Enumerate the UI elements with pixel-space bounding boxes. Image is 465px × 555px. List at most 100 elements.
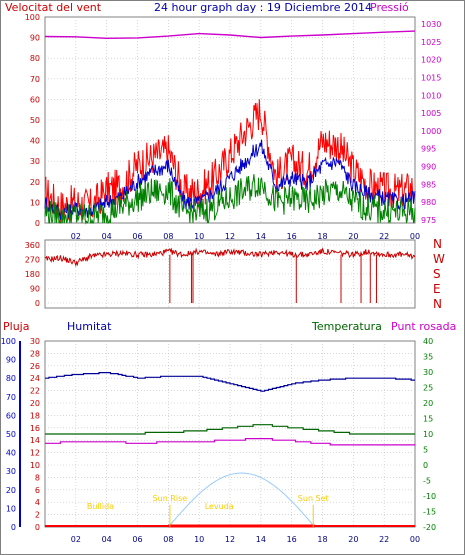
humidity-tick-label: 40 (6, 449, 16, 458)
pressure-label: Pressió (370, 1, 409, 14)
x-tick-label: 12 (225, 535, 235, 544)
wind-tick-label: 0 (35, 219, 40, 228)
humidity-tick-label: 90 (6, 356, 16, 365)
humidity-label: Humitat (67, 320, 112, 333)
rain-tick-label: 24 (30, 374, 40, 383)
dewpoint-line (45, 438, 416, 446)
wind-tick-label: 50 (30, 116, 40, 125)
x-tick-label: 06 (132, 232, 142, 241)
temperature-tick-label: -10 (423, 492, 436, 501)
wind-tick-label: 10 (30, 198, 40, 207)
humidity-tick-label: 70 (6, 393, 16, 402)
wind-low-line (44, 174, 416, 225)
temperature-label: Temperatura (311, 320, 382, 333)
wind-tick-label: 70 (30, 75, 40, 84)
pressure-tick-label: 985 (421, 180, 436, 189)
direction-tick-label: 270 (25, 256, 40, 265)
sunset-marker: Sun Set (298, 494, 329, 503)
humidity-tick-label: 50 (6, 430, 16, 439)
x-tick-label: 00 (410, 232, 420, 241)
rain-tick-label: 30 (30, 337, 40, 346)
sun-elevation-curve (167, 472, 316, 528)
wind-average-line (44, 139, 416, 221)
x-tick-label: 18 (317, 535, 327, 544)
compass-letter: N (433, 237, 442, 251)
rain-tick-label: 14 (30, 436, 40, 445)
humidity-line (45, 372, 415, 392)
rain-tick-label: 26 (30, 362, 40, 371)
temperature-tick-label: 15 (423, 415, 433, 424)
sunrise-marker: Sun Rise (153, 494, 188, 503)
x-tick-label: 08 (163, 535, 173, 544)
direction-tick-label: 180 (25, 270, 40, 279)
x-tick-label: 12 (225, 232, 235, 241)
x-tick-label: 16 (287, 535, 297, 544)
direction-tick-label: 0 (35, 299, 40, 308)
x-tick-label: 22 (379, 232, 389, 241)
rain-tick-label: 20 (30, 399, 40, 408)
temperature-tick-label: 30 (423, 368, 433, 377)
pressure-tick-label: 1010 (421, 91, 441, 100)
rain-tick-label: 10 (30, 461, 40, 470)
rain-tick-label: 28 (30, 349, 40, 358)
wind-speed-label: Velocitat del vent (5, 1, 102, 14)
x-tick-label: 20 (348, 535, 358, 544)
rain-tick-label: 8 (35, 473, 40, 482)
x-tick-label: 10 (194, 535, 204, 544)
wind-tick-label: 100 (25, 13, 40, 22)
pressure-tick-label: 995 (421, 145, 436, 154)
wind-tick-label: 20 (30, 178, 40, 187)
x-tick-label: 02 (71, 232, 81, 241)
rain-label: Pluja (3, 320, 29, 333)
x-tick-label: 08 (163, 232, 173, 241)
temperature-tick-label: 10 (423, 430, 433, 439)
moonrise-marker: Bullida (87, 502, 114, 511)
wind-tick-label: 90 (30, 34, 40, 43)
pressure-tick-label: 1015 (421, 73, 441, 82)
pressure-tick-label: 1020 (421, 56, 441, 65)
rain-tick-label: 22 (30, 387, 40, 396)
direction-tick-label: 90 (30, 285, 40, 294)
rain-tick-label: 16 (30, 424, 40, 433)
humidity-tick-label: 30 (6, 467, 16, 476)
x-tick-label: 04 (102, 535, 112, 544)
pressure-line (44, 30, 416, 40)
humidity-tick-label: 100 (1, 337, 16, 346)
humidity-tick-label: 10 (6, 504, 16, 513)
chart-title: 24 hour graph day : 19 Diciembre 2014 (154, 1, 372, 14)
humidity-tick-label: 20 (6, 486, 16, 495)
compass-letter: S (433, 267, 441, 281)
temperature-tick-label: 20 (423, 399, 433, 408)
wind-tick-label: 40 (30, 137, 40, 146)
compass-letter: W (433, 252, 445, 266)
x-tick-label: 06 (132, 535, 142, 544)
x-tick-label: 04 (102, 232, 112, 241)
temperature-line (45, 424, 415, 435)
compass-letter: E (433, 282, 441, 296)
pressure-tick-label: 975 (421, 216, 436, 225)
temperature-tick-label: -20 (423, 523, 436, 532)
wind-gust-line (44, 99, 416, 224)
temperature-tick-label: -5 (423, 477, 431, 486)
pressure-tick-label: 1025 (421, 38, 441, 47)
dewpoint-label: Punt rosada (391, 320, 456, 333)
temperature-tick-label: 5 (423, 446, 428, 455)
humidity-tick-label: 0 (11, 523, 16, 532)
pressure-tick-label: 990 (421, 163, 436, 172)
compass-letter: N (433, 297, 442, 311)
pressure-tick-label: 1005 (421, 109, 441, 118)
temperature-tick-label: 35 (423, 353, 433, 362)
rain-tick-label: 6 (35, 486, 40, 495)
x-tick-label: 20 (348, 232, 358, 241)
x-tick-label: 16 (287, 232, 297, 241)
x-tick-label: 14 (256, 535, 266, 544)
rain-tick-label: 12 (30, 449, 40, 458)
x-tick-label: 10 (194, 232, 204, 241)
x-tick-label: 14 (256, 232, 266, 241)
x-tick-label: 02 (71, 535, 81, 544)
direction-tick-label: 360 (25, 241, 40, 250)
temperature-tick-label: 0 (423, 461, 428, 470)
humidity-tick-label: 60 (6, 411, 16, 420)
pressure-tick-label: 980 (421, 198, 436, 207)
